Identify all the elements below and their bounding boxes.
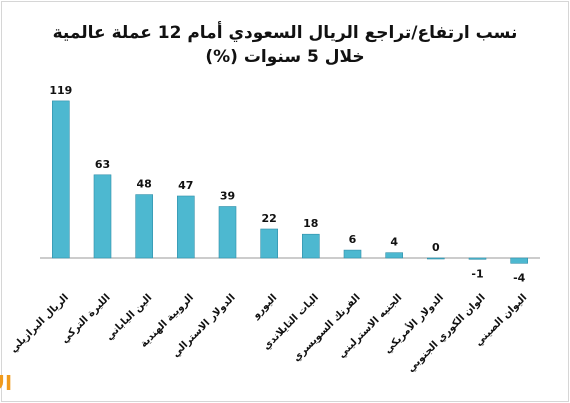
- data-label: -1: [471, 267, 483, 280]
- bar: [343, 249, 362, 259]
- bar: [135, 194, 153, 259]
- chart-title-line-2: خلال 5 سنوات (%): [205, 47, 364, 67]
- bar: [385, 252, 404, 259]
- data-label: 0: [432, 241, 440, 254]
- bar: [468, 257, 487, 260]
- bar: [218, 206, 237, 259]
- data-label: 63: [95, 158, 110, 171]
- bar: [177, 195, 195, 259]
- data-label: 119: [49, 84, 72, 97]
- bar: [93, 174, 112, 259]
- brand-logo: الاقتصادية: [0, 371, 12, 395]
- data-label: 39: [220, 190, 235, 203]
- data-label: -4: [513, 271, 526, 284]
- data-label: 4: [390, 236, 398, 249]
- data-label: 48: [137, 178, 152, 191]
- bar: [510, 257, 529, 264]
- bar: [260, 228, 279, 259]
- bar: [51, 100, 70, 259]
- data-label: 22: [262, 212, 277, 225]
- chart-title-line-1: نسب ارتفاع/تراجع الريال السعودي أمام 12 …: [53, 21, 518, 43]
- data-label: 47: [178, 179, 193, 192]
- bar: [426, 257, 445, 260]
- data-label: 18: [303, 217, 318, 230]
- bar: [301, 233, 320, 259]
- data-label: 6: [349, 233, 357, 246]
